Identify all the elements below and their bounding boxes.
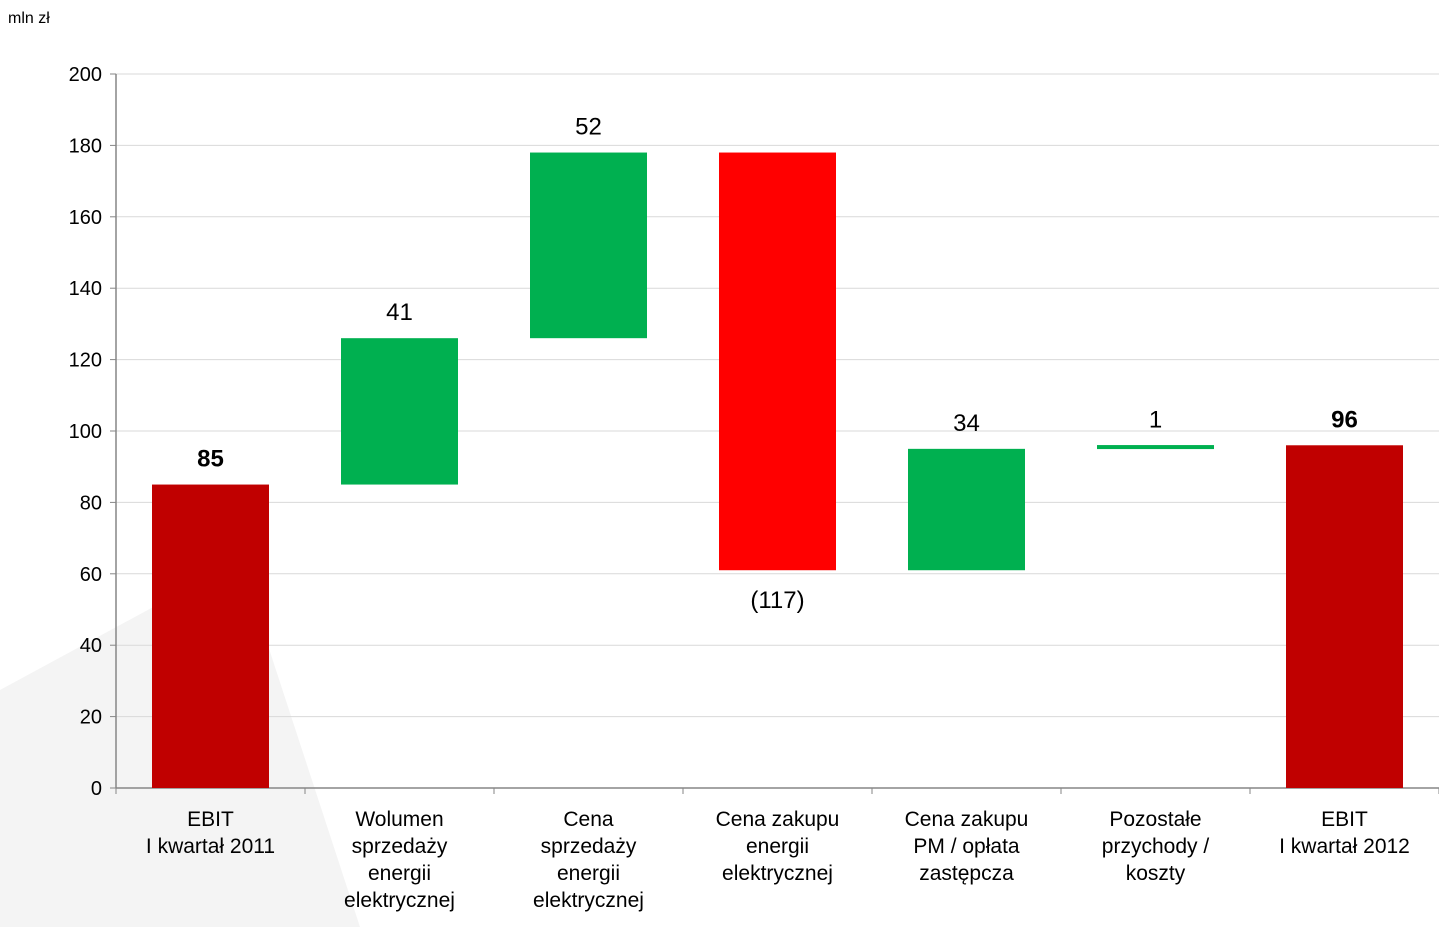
category-label-line: Cena zakupu <box>716 808 840 831</box>
category-label: EBIT I kwartał 2012 <box>1279 808 1410 858</box>
y-tick-label: 160 <box>69 207 102 229</box>
data-label: 85 <box>197 446 224 473</box>
category-label: Cena sprzedaży energii elektrycznej <box>533 808 644 912</box>
waterfall-bar <box>1097 445 1214 450</box>
category-label: EBIT I kwartał 2011 <box>146 808 275 858</box>
category-label-line: Cena zakupu <box>905 808 1029 831</box>
category-label-line: sprzedaży <box>541 835 637 858</box>
y-tick-label: 200 <box>69 64 102 86</box>
unit-label: mln zł <box>8 10 50 27</box>
category-label-line: I kwartał 2011 <box>146 835 275 858</box>
waterfall-bar <box>908 448 1025 571</box>
category-labels: EBIT I kwartał 2011 Wolumen sprzedaży energi… <box>146 808 1410 912</box>
y-tick-label: 100 <box>69 421 102 443</box>
category-label-line: PM / opłata <box>913 835 1020 858</box>
category-label-line: Wolumen <box>355 808 443 831</box>
bars <box>152 152 1403 788</box>
y-tick-label: 120 <box>69 350 102 372</box>
data-label: 34 <box>953 410 980 437</box>
category-label-line: zastępcza <box>919 862 1014 885</box>
category-label-line: energii <box>557 862 620 885</box>
category-label-line: EBIT <box>1321 808 1368 831</box>
axes: 0 20 40 60 80 100 120 140 160 180 200 <box>69 64 1439 800</box>
data-label: 52 <box>575 114 602 141</box>
y-tick-label: 80 <box>80 492 102 514</box>
waterfall-bar <box>341 338 458 485</box>
y-tick-label: 180 <box>69 135 102 157</box>
category-label-line: elektrycznej <box>533 889 644 912</box>
category-label-line: EBIT <box>187 808 234 831</box>
data-label: 41 <box>386 299 413 326</box>
waterfall-bar <box>1286 445 1403 788</box>
category-label: Cena zakupu PM / opłata zastępcza <box>905 808 1029 885</box>
category-label-line: przychody / <box>1102 835 1210 858</box>
y-tick-label: 20 <box>80 707 102 729</box>
category-label-line: Pozostałe <box>1109 808 1201 831</box>
waterfall-bar <box>719 152 836 571</box>
y-tick-label: 40 <box>80 635 102 657</box>
category-label-line: elektrycznej <box>722 862 833 885</box>
data-label: 96 <box>1331 406 1358 433</box>
waterfall-bar <box>152 484 269 788</box>
waterfall-bar <box>530 152 647 339</box>
category-label-line: energii <box>746 835 809 858</box>
data-label: (117) <box>750 587 804 614</box>
category-label-line: sprzedaży <box>352 835 448 858</box>
category-label-line: koszty <box>1126 862 1186 885</box>
category-label-line: I kwartał 2012 <box>1279 835 1410 858</box>
category-label: Cena zakupu energii elektrycznej <box>716 808 840 885</box>
category-label: Wolumen sprzedaży energii elektrycznej <box>344 808 455 912</box>
y-tick-label: 140 <box>69 278 102 300</box>
y-tick-label: 60 <box>80 564 102 586</box>
y-tick-label: 0 <box>91 778 102 800</box>
category-label-line: energii <box>368 862 431 885</box>
category-label-line: Cena <box>563 808 614 831</box>
category-label-line: elektrycznej <box>344 889 455 912</box>
category-label: Pozostałe przychody / koszty <box>1102 808 1210 885</box>
data-labels: 85 41 52 (117) 34 1 96 <box>197 114 1358 615</box>
data-label: 1 <box>1149 406 1162 433</box>
